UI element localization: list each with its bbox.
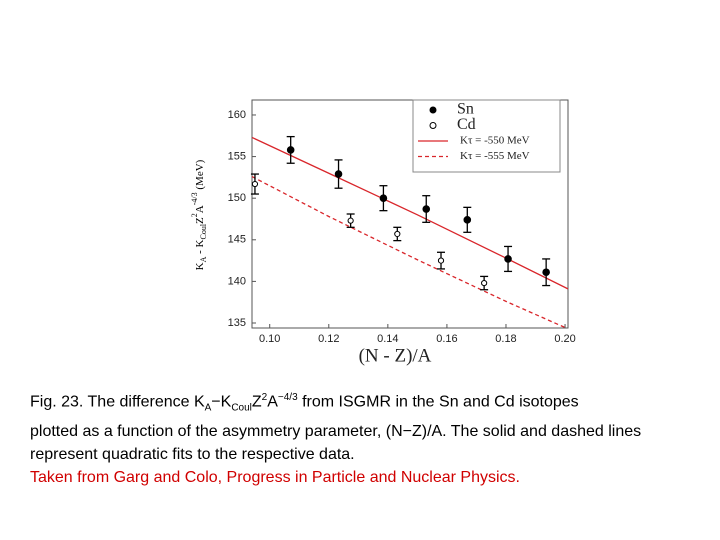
x-tick-label: 0.10 <box>259 333 280 345</box>
data-point <box>347 217 354 224</box>
caption-text: Coul <box>231 402 252 414</box>
legend-label: Cd <box>457 116 476 133</box>
y-tick-label: 160 <box>228 109 246 121</box>
fit-line <box>252 136 568 290</box>
data-point <box>504 255 512 263</box>
data-point <box>422 205 431 213</box>
caption-text: A <box>267 393 278 411</box>
caption-text: 2 <box>261 392 268 403</box>
y-axis-label: KA - KCoulZ2A-4/3 (MeV) <box>190 159 208 270</box>
x-tick-label: 0.14 <box>377 333 398 345</box>
caption-text: represent quadratic fits to the respecti… <box>30 445 355 463</box>
x-tick-label: 0.16 <box>436 333 457 345</box>
x-tick-label: 0.18 <box>495 333 516 345</box>
y-tick-label: 145 <box>228 234 246 246</box>
caption-text: plotted as a function of the asymmetry p… <box>30 422 642 440</box>
y-tick-label: 155 <box>228 150 246 162</box>
x-tick-label: 0.12 <box>318 333 339 345</box>
y-tick-label: 135 <box>228 317 246 329</box>
caption-text: A <box>204 402 212 414</box>
legend-box <box>412 99 561 173</box>
caption-source: Taken from Garg and Colo, Progress in Pa… <box>30 468 520 486</box>
caption-text: −4/3 <box>277 392 298 403</box>
caption-text: from ISGMR in the Sn and Cd isotopes <box>297 393 579 411</box>
legend-swatch <box>429 106 437 114</box>
caption-text: −K <box>211 393 232 411</box>
legend-swatch <box>429 122 437 129</box>
data-point <box>379 194 388 202</box>
legend-label: Kτ = -555 MeV <box>460 150 530 162</box>
data-point <box>334 170 343 178</box>
plot-frame <box>251 99 569 329</box>
fit-line <box>252 175 568 328</box>
data-point <box>286 146 295 154</box>
data-point <box>251 180 259 188</box>
x-axis-label: (N - Z)/A <box>359 345 432 366</box>
y-tick-label: 150 <box>228 192 246 204</box>
caption-text: Z <box>251 393 262 411</box>
legend-label: Kτ = -550 MeV <box>460 135 530 147</box>
chart: 0.10 0.12 0.14 0.16 0.18 0.20 135 140 145 150 155 1… <box>190 99 576 366</box>
data-point <box>437 257 445 264</box>
caption-text: Fig. 23. The difference K <box>30 393 205 411</box>
y-tick-label: 140 <box>228 275 246 287</box>
data-point <box>542 268 550 277</box>
data-point <box>463 216 472 224</box>
data-point <box>481 279 488 287</box>
legend-label: Sn <box>457 101 474 118</box>
x-tick-label: 0.20 <box>554 333 575 345</box>
data-point <box>394 230 401 238</box>
caption: Fig. 23. The difference KA−KCoulZ2A−4/3 … <box>30 386 641 489</box>
